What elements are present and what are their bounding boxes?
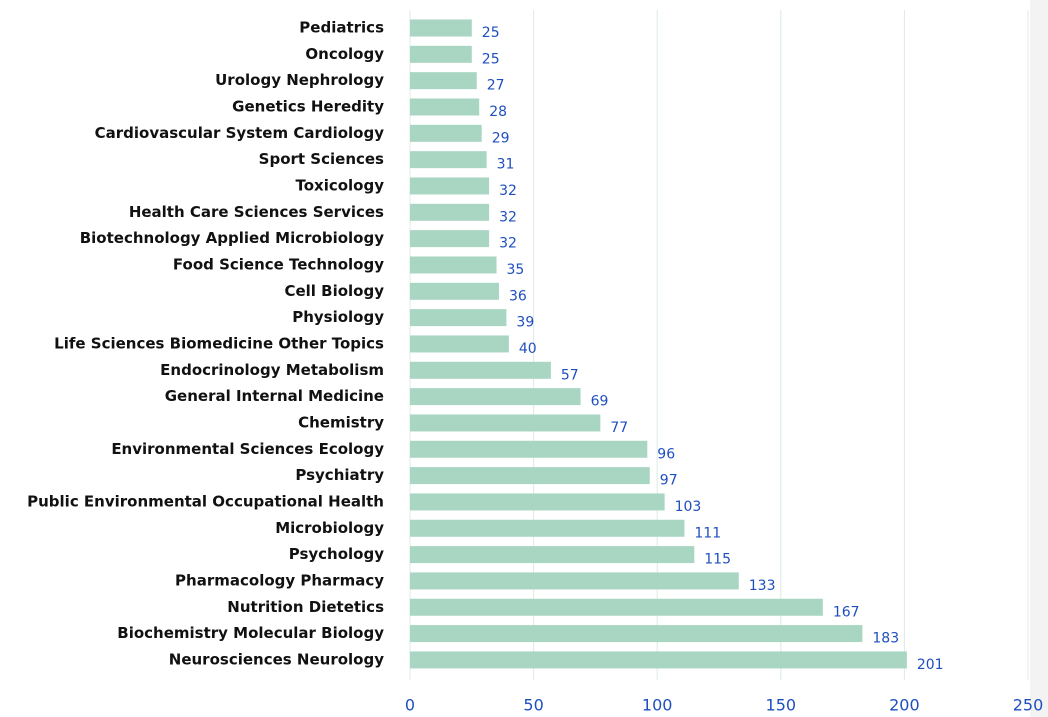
value-label: 27 bbox=[487, 78, 505, 94]
y-tick-label: Chemistry bbox=[298, 413, 384, 431]
x-tick-label: 50 bbox=[523, 696, 543, 715]
value-label: 32 bbox=[499, 236, 517, 252]
bar bbox=[410, 230, 490, 248]
value-label: 40 bbox=[519, 341, 537, 357]
y-tick-label: Sport Sciences bbox=[259, 150, 384, 168]
value-label: 103 bbox=[675, 499, 702, 515]
y-tick-label: Public Environmental Occupational Health bbox=[27, 492, 384, 510]
y-tick-label: Urology Nephrology bbox=[215, 71, 384, 89]
value-label: 32 bbox=[499, 209, 517, 225]
value-label: 183 bbox=[872, 631, 899, 647]
y-tick-label: Nutrition Dietetics bbox=[227, 598, 384, 616]
y-tick-label: Pediatrics bbox=[299, 19, 384, 37]
value-label: 28 bbox=[489, 104, 507, 120]
bar bbox=[410, 72, 477, 90]
y-tick-label: Physiology bbox=[292, 308, 384, 326]
bar bbox=[410, 572, 739, 590]
value-label: 29 bbox=[492, 130, 510, 146]
bar bbox=[410, 98, 480, 116]
bar bbox=[410, 598, 823, 616]
bar bbox=[410, 440, 648, 458]
y-tick-label: Psychology bbox=[289, 545, 384, 563]
bar bbox=[410, 519, 685, 537]
y-tick-label: Health Care Sciences Services bbox=[129, 203, 384, 221]
y-tick-label: Psychiatry bbox=[295, 466, 384, 484]
bar bbox=[410, 361, 551, 379]
bar bbox=[410, 256, 497, 274]
y-tick-label: Biochemistry Molecular Biology bbox=[117, 624, 384, 642]
bar bbox=[410, 309, 507, 327]
x-tick-label: 150 bbox=[766, 696, 797, 715]
value-label: 32 bbox=[499, 183, 517, 199]
bar bbox=[410, 467, 650, 485]
bar bbox=[410, 414, 601, 432]
bar bbox=[410, 282, 499, 300]
y-tick-label: Microbiology bbox=[275, 519, 384, 537]
y-tick-label: Endocrinology Metabolism bbox=[160, 361, 384, 379]
y-tick-label: Oncology bbox=[305, 45, 384, 63]
y-tick-label: Life Sciences Biomedicine Other Topics bbox=[54, 334, 384, 352]
y-tick-label: General Internal Medicine bbox=[165, 387, 384, 405]
value-label: 96 bbox=[657, 446, 675, 462]
value-label: 36 bbox=[509, 288, 527, 304]
y-tick-label: Genetics Heredity bbox=[232, 97, 384, 115]
y-tick-label: Neurosciences Neurology bbox=[169, 650, 384, 668]
value-label: 35 bbox=[507, 262, 525, 278]
bar bbox=[410, 19, 472, 37]
value-label: 115 bbox=[704, 552, 731, 568]
bar bbox=[410, 335, 509, 353]
value-label: 31 bbox=[497, 157, 515, 173]
bar bbox=[410, 546, 695, 564]
bar bbox=[410, 651, 907, 669]
bar bbox=[410, 203, 490, 221]
value-label: 167 bbox=[833, 604, 860, 620]
x-tick-label: 200 bbox=[889, 696, 920, 715]
y-tick-label: Cardiovascular System Cardiology bbox=[95, 124, 385, 142]
bar bbox=[410, 45, 472, 63]
bar bbox=[410, 625, 863, 643]
x-tick-label: 0 bbox=[405, 696, 415, 715]
y-tick-label: Cell Biology bbox=[284, 282, 384, 300]
value-label: 69 bbox=[591, 394, 609, 410]
y-tick-label: Food Science Technology bbox=[173, 255, 384, 273]
y-tick-label: Pharmacology Pharmacy bbox=[175, 571, 384, 589]
value-label: 133 bbox=[749, 578, 776, 594]
value-label: 97 bbox=[660, 473, 678, 489]
value-label: 39 bbox=[516, 315, 534, 331]
value-label: 57 bbox=[561, 367, 579, 383]
y-tick-label: Biotechnology Applied Microbiology bbox=[80, 229, 384, 247]
bar bbox=[410, 124, 482, 142]
value-label: 111 bbox=[694, 525, 721, 541]
side-strip bbox=[1030, 0, 1048, 717]
y-tick-label: Environmental Sciences Ecology bbox=[111, 440, 384, 458]
value-label: 77 bbox=[610, 420, 628, 436]
x-tick-label: 100 bbox=[642, 696, 673, 715]
bar bbox=[410, 151, 487, 169]
value-label: 25 bbox=[482, 25, 500, 41]
y-tick-label: Toxicology bbox=[295, 176, 384, 194]
x-tick-label: 250 bbox=[1013, 696, 1044, 715]
value-label: 201 bbox=[917, 657, 944, 673]
bar bbox=[410, 493, 665, 511]
value-label: 25 bbox=[482, 51, 500, 67]
bar bbox=[410, 388, 581, 406]
bar bbox=[410, 177, 490, 195]
